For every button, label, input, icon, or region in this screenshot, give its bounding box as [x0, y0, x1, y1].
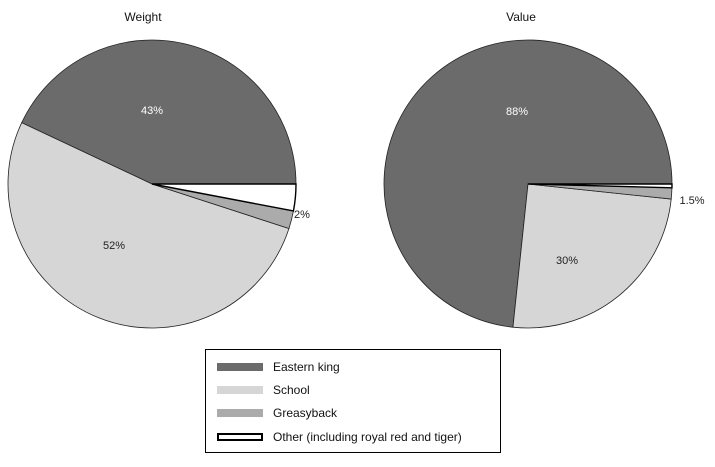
slice-label-school: 30%: [556, 255, 578, 267]
legend-label: Other (including royal red and tiger): [273, 430, 462, 444]
legend-item-other: Other (including royal red and tiger): [217, 428, 462, 446]
slice-label-school: 52%: [103, 240, 125, 252]
pie-slice-school: [7, 122, 290, 329]
pie-slice-other: [151, 183, 297, 212]
slice-label-greasyback: 1.5%: [679, 195, 704, 207]
legend-swatch-other: [217, 433, 263, 441]
legend-swatch-school: [217, 386, 263, 394]
slice-label-eastern: 43%: [141, 105, 163, 117]
legend-item-school: School: [217, 381, 310, 399]
weight-chart-title: Weight: [124, 10, 162, 24]
legend-item-greasyback: Greasyback: [217, 404, 337, 422]
legend-swatch-eastern-king: [217, 363, 263, 371]
value-chart-title: Value: [506, 10, 536, 24]
slice-label-greasyback: 2%: [294, 209, 310, 221]
weight-pie: 43% 52% 2%: [7, 39, 310, 329]
legend: Eastern king School Greasyback Other (in…: [205, 349, 501, 453]
value-pie: 88% 30% 1.5%: [383, 39, 705, 329]
pie-slice-school: [512, 183, 672, 329]
legend-label: Greasyback: [273, 406, 338, 420]
legend-label: Eastern king: [273, 360, 340, 374]
pie-slice-eastern: [21, 39, 297, 185]
pie-slice-other: [527, 183, 673, 189]
legend-label: School: [273, 383, 310, 397]
legend-swatch-greasyback: [217, 409, 263, 417]
legend-item-eastern-king: Eastern king: [217, 358, 340, 376]
slice-label-eastern: 88%: [506, 106, 528, 118]
